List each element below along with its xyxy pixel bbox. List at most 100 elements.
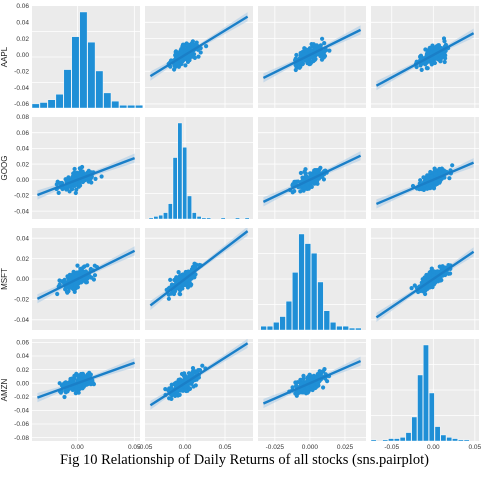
scatter-point	[442, 39, 447, 44]
scatter-point	[297, 65, 302, 70]
x-tick-label: 0.05	[219, 444, 232, 450]
x-tick-label: -0.05	[384, 444, 399, 450]
scatter-point	[186, 42, 191, 47]
hist-bar	[279, 316, 286, 331]
scatter-point	[74, 270, 79, 275]
plot-area	[36, 358, 136, 403]
scatter-point	[290, 385, 295, 390]
scatter-point	[65, 177, 70, 182]
y-tick-label: 0.04	[16, 235, 29, 242]
scatter-point	[85, 263, 90, 268]
y-tick-label: -0.06	[14, 101, 29, 108]
scatter-point	[175, 62, 180, 67]
hist-bar	[411, 416, 418, 442]
scatter-point	[68, 285, 73, 290]
scatter-point	[183, 63, 188, 68]
scatter-point	[302, 58, 308, 63]
y-tick-label: -0.04	[14, 85, 29, 92]
scatter-point	[424, 175, 430, 180]
hist-bar	[31, 103, 40, 109]
scatter-point	[54, 182, 59, 187]
scatter-point	[298, 170, 303, 176]
regression-line	[36, 361, 136, 399]
scatter-point	[418, 178, 423, 183]
scatter-point	[189, 52, 194, 57]
plot-area	[149, 339, 249, 410]
scatter-point	[64, 381, 69, 386]
hist-bar	[87, 41, 96, 109]
scatter-point	[422, 275, 427, 280]
panel-msft-vs-goog	[145, 228, 253, 330]
scatter-point	[312, 47, 317, 52]
scatter-point	[77, 383, 82, 388]
regression-line	[149, 15, 249, 78]
scatter-point	[185, 285, 190, 290]
y-tick-label: 0.00	[16, 380, 29, 387]
scatter-point	[298, 377, 303, 382]
scatter-point	[204, 44, 209, 49]
y-tick-label: -0.02	[14, 193, 29, 200]
y-tick-label: -0.04	[14, 317, 29, 324]
panel-goog-vs-goog	[145, 117, 253, 220]
scatter-point	[418, 55, 423, 60]
scatter-point	[319, 369, 324, 374]
hist-bar	[103, 92, 112, 109]
scatter-point	[434, 44, 439, 49]
scatter-point	[92, 273, 98, 278]
y-axis-label-goog: GOOG	[0, 156, 9, 181]
pairplot-figure: 0.06 0.04 0.02 0.00 -0.02 -0.04 -0.06 AAPL 0.08 0…	[0, 3, 482, 450]
y-axis-label-aapl: AAPL	[0, 46, 9, 67]
scatter-point	[437, 166, 442, 172]
y-tick-label: -0.04	[14, 408, 29, 415]
scatter-point	[73, 388, 78, 393]
hist-bar	[417, 374, 423, 442]
scatter-point	[73, 182, 78, 187]
hist-bar	[285, 301, 292, 331]
hist-bar	[446, 437, 453, 442]
scatter-point	[194, 262, 199, 267]
scatter-point	[308, 376, 313, 381]
hist-bar	[423, 344, 429, 442]
hist-bar	[342, 325, 349, 331]
y-tick-label: -0.06	[14, 421, 29, 428]
scatter-point	[197, 368, 203, 373]
x-tick-label: 0.00	[71, 444, 84, 450]
panel-background	[145, 339, 253, 441]
plot-area	[149, 12, 249, 81]
plot-area	[262, 25, 362, 83]
scatter-point	[321, 177, 326, 182]
scatter-point	[176, 270, 181, 275]
scatter-point	[431, 269, 436, 274]
plot-area	[262, 151, 362, 207]
hist-bar	[405, 432, 412, 442]
scatter-point	[80, 169, 85, 174]
scatter-point	[55, 291, 60, 297]
panel-goog-vs-aapl	[32, 117, 140, 219]
scatter-point	[307, 62, 312, 67]
scatter-point	[92, 263, 97, 268]
regression-line	[262, 359, 362, 405]
regression-line	[149, 342, 249, 407]
scatter-point	[316, 371, 321, 377]
y-tick-label: 0.08	[16, 114, 29, 121]
scatter-point	[91, 277, 96, 282]
scatter-point	[187, 58, 192, 63]
y-tick-label: 0.00	[16, 177, 29, 184]
panel-goog-vs-amzn	[371, 117, 479, 219]
scatter-point	[189, 371, 194, 376]
scatter-point	[179, 275, 184, 280]
hist-bar	[394, 438, 400, 442]
hist-bar	[158, 214, 164, 220]
panel-aapl-vs-aapl	[31, 6, 144, 109]
hist-bar	[172, 157, 178, 220]
scatter-point	[80, 270, 85, 276]
scatter-point	[423, 47, 428, 52]
regression-line	[36, 156, 136, 197]
hist-bar	[463, 439, 470, 442]
plot-area	[36, 246, 136, 304]
scatter-point	[419, 186, 424, 191]
panel-msft-vs-msft	[258, 228, 366, 331]
hist-bar	[266, 325, 274, 331]
hist-bar	[273, 322, 280, 331]
hist-bar	[348, 327, 356, 331]
